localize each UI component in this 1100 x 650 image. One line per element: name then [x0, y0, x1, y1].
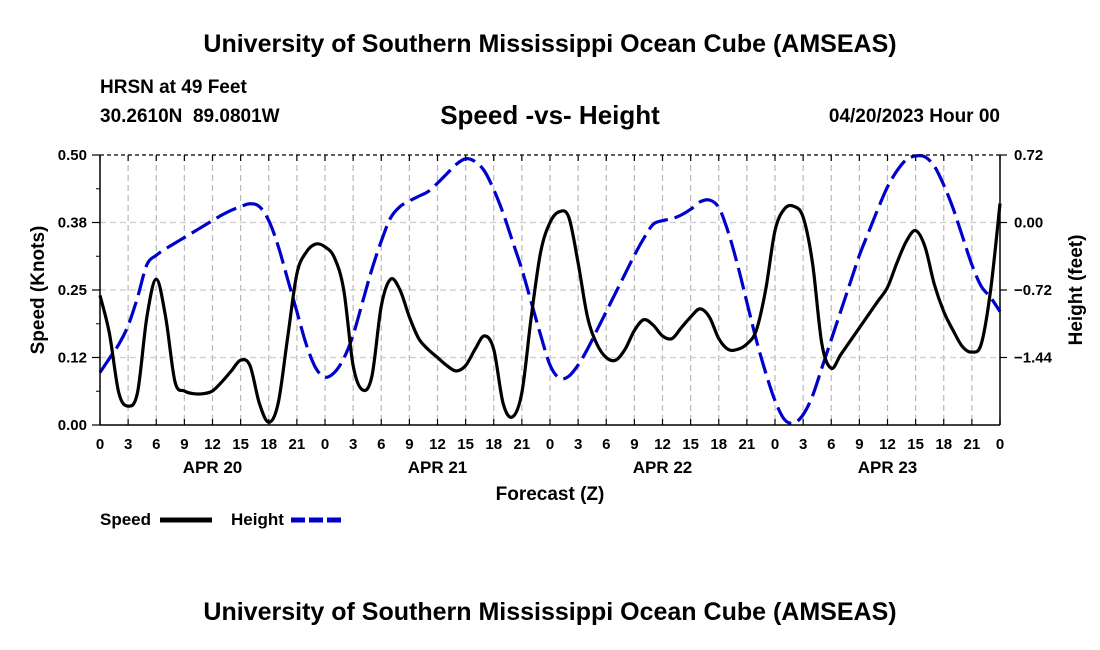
- y-left-tick-label: 0.50: [58, 147, 87, 164]
- axes: 0 3 6 9 12 15 18 21 0 3 6 9 12 15 18 21 0 3 6 9 12 15 18 21 0 3 6 9…: [58, 147, 1053, 477]
- x-tick-label: 12: [429, 436, 446, 453]
- x-day-label: APR 23: [858, 458, 918, 477]
- legend-label-height: Height: [231, 510, 284, 529]
- x-tick-label: 12: [654, 436, 671, 453]
- x-day-label: APR 22: [633, 458, 693, 477]
- x-tick-label: 15: [457, 436, 474, 453]
- x-tick-label: 15: [682, 436, 699, 453]
- page-title: University of Southern Mississippi Ocean…: [203, 30, 897, 58]
- x-tick-label: 6: [152, 436, 160, 453]
- footer-title: University of Southern Mississippi Ocean…: [203, 598, 897, 626]
- latitude: 30.2610N: [100, 106, 183, 127]
- x-tick-label: 9: [630, 436, 638, 453]
- x-tick-label: 21: [739, 436, 756, 453]
- legend: Speed Height: [100, 510, 343, 529]
- longitude: 89.0801W: [192, 106, 280, 127]
- x-tick-label: 0: [546, 436, 554, 453]
- x-tick-label: 3: [574, 436, 582, 453]
- x-tick-label: 12: [879, 436, 896, 453]
- station-label: HRSN at 49 Feet: [100, 77, 247, 98]
- x-day-label: APR 20: [183, 458, 243, 477]
- x-tick-label: 3: [124, 436, 132, 453]
- x-tick-label: 9: [180, 436, 188, 453]
- x-tick-label: 21: [289, 436, 306, 453]
- y-axis-left-title: Speed (Knots): [28, 226, 49, 355]
- x-axis-title: Forecast (Z): [496, 484, 605, 505]
- x-tick-label: 18: [485, 436, 502, 453]
- x-tick-label: 15: [907, 436, 924, 453]
- y-left-tick-label: 0.25: [58, 282, 87, 299]
- x-tick-label: 0: [96, 436, 104, 453]
- run-time: 04/20/2023 Hour 00: [828, 106, 1000, 127]
- x-tick-label: 0: [771, 436, 779, 453]
- x-tick-label: 18: [710, 436, 727, 453]
- series-layer: [98, 153, 1002, 425]
- x-tick-label: 6: [602, 436, 610, 453]
- coordinates: 30.2610N 89.0801W: [100, 106, 280, 128]
- y-left-tick-label: 0.38: [58, 215, 87, 232]
- x-tick-label: 6: [827, 436, 835, 453]
- x-tick-label: 18: [260, 436, 277, 453]
- x-tick-label: 15: [232, 436, 249, 453]
- y-right-tick-label: −0.72: [1014, 282, 1052, 299]
- y-right-tick-label: 0.00: [1014, 215, 1043, 232]
- y-axis-right-title: Height (feet): [1066, 235, 1087, 346]
- x-tick-label: 3: [799, 436, 807, 453]
- x-tick-label: 9: [855, 436, 863, 453]
- y-left-tick-label: 0.00: [58, 417, 87, 434]
- y-left-tick-label: 0.12: [58, 350, 87, 367]
- x-tick-label: 18: [935, 436, 952, 453]
- x-tick-label: 3: [349, 436, 357, 453]
- x-tick-label: 0: [321, 436, 329, 453]
- x-tick-label: 12: [204, 436, 221, 453]
- series-line-height: [98, 153, 1002, 425]
- y-right-tick-label: −1.44: [1014, 350, 1053, 367]
- x-tick-label: 0: [996, 436, 1004, 453]
- chart-subtitle: Speed -vs- Height: [440, 100, 660, 130]
- x-day-label: APR 21: [408, 458, 468, 477]
- series-line-speed: [98, 203, 1002, 424]
- x-tick-label: 21: [964, 436, 981, 453]
- grid: [100, 155, 1000, 425]
- x-tick-label: 21: [514, 436, 531, 453]
- y-right-tick-label: 0.72: [1014, 147, 1043, 164]
- x-tick-label: 6: [377, 436, 385, 453]
- speed-height-chart: 0 3 6 9 12 15 18 21 0 3 6 9 12 15 18 21 0 3 6 9 12 15 18 21 0 3 6 9…: [28, 147, 1087, 529]
- x-tick-label: 9: [405, 436, 413, 453]
- legend-label-speed: Speed: [100, 510, 151, 529]
